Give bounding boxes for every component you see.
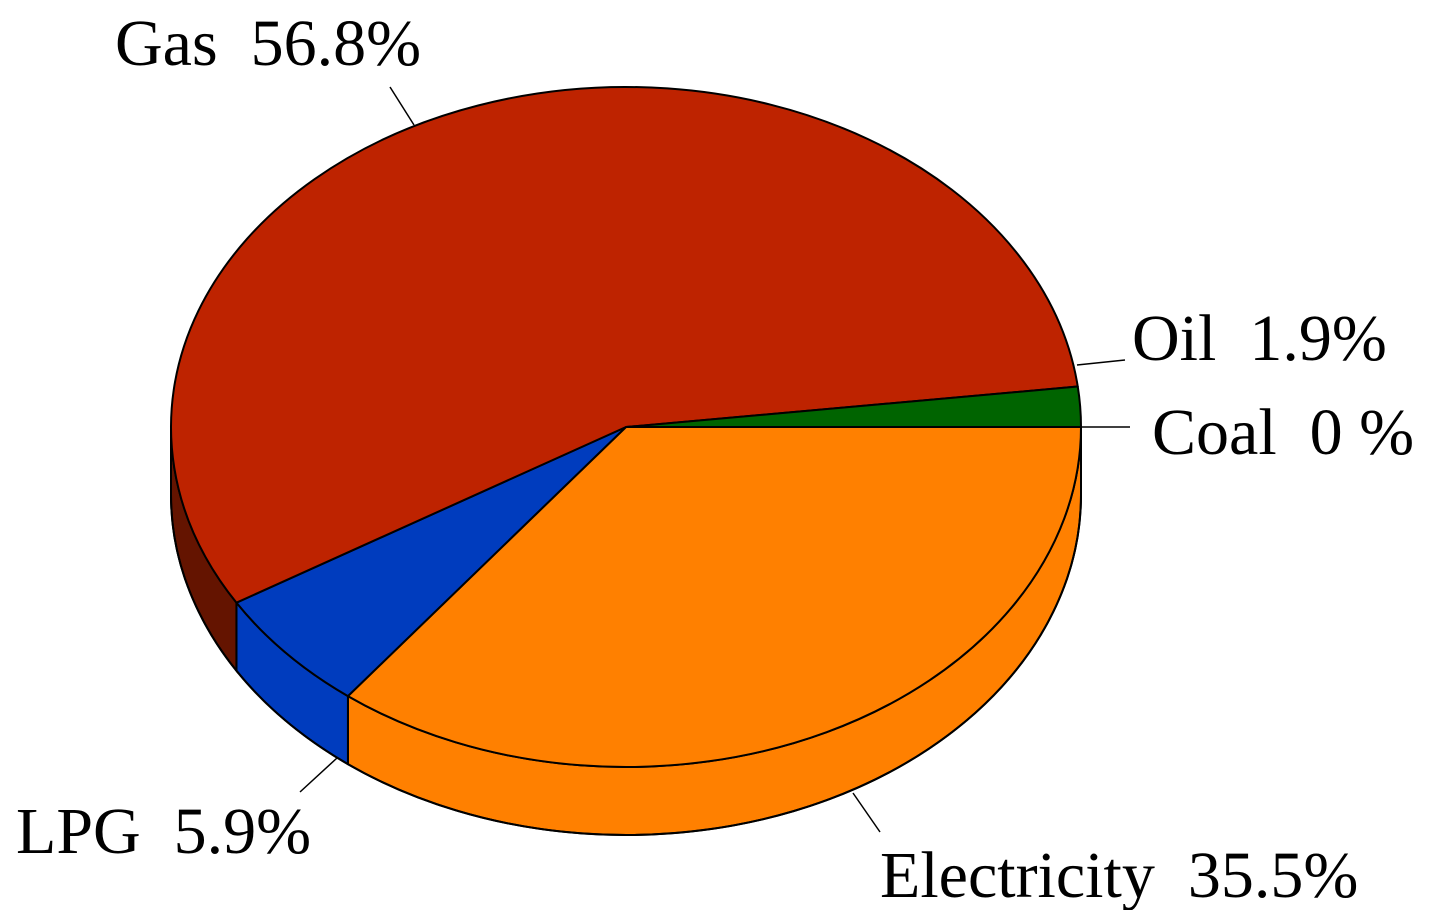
- pie-sides: [170, 426, 1082, 836]
- pie-slice-electricity: [346, 426, 1082, 768]
- leader-line-gas: [389, 86, 415, 126]
- slice-labels: Electricity 35.5% LPG 5.9% Gas 56.8% Oil 1.…: [16, 7, 1414, 910]
- slice-label-lpg: LPG 5.9%: [16, 795, 311, 868]
- pie-slice-gas: [170, 86, 1079, 604]
- slice-label-oil: Oil 1.9%: [1132, 302, 1387, 375]
- pie-bottom-rim: [170, 494, 1082, 836]
- leader-line-electricity: [852, 792, 881, 833]
- leader-line-lpg: [299, 757, 338, 793]
- slice-label-electricity: Electricity 35.5%: [880, 839, 1358, 910]
- pie-slice-lpg: [235, 426, 627, 698]
- pie-slices: [170, 86, 1082, 768]
- leader-line-oil: [1076, 359, 1126, 366]
- slice-label-coal: Coal 0 %: [1152, 396, 1414, 469]
- slice-label-gas: Gas 56.8%: [115, 7, 421, 80]
- leader-lines: [299, 86, 1130, 833]
